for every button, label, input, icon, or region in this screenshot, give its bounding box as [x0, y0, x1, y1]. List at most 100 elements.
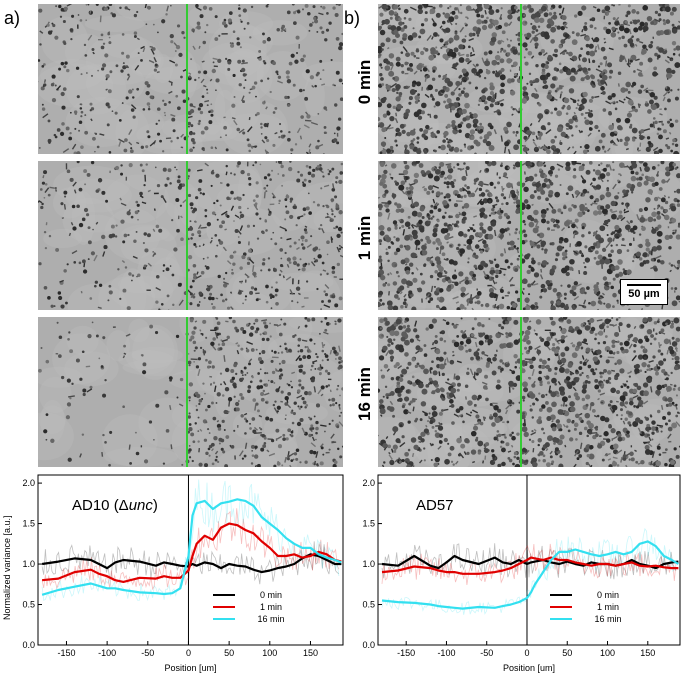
bacterium [547, 18, 553, 25]
bacterium [223, 409, 228, 415]
bacterium [556, 245, 563, 252]
bacterium [228, 399, 231, 407]
bacterium [181, 183, 186, 187]
bacterium [190, 358, 198, 361]
bacterium [657, 196, 662, 200]
bacterium [639, 216, 646, 223]
bacterium [323, 184, 330, 188]
bacterium [311, 84, 315, 88]
bacterium [299, 417, 304, 423]
bacterium [461, 187, 468, 193]
bacterium [522, 5, 528, 11]
bacterium [384, 65, 391, 71]
bacterium [270, 238, 273, 241]
bacterium [335, 176, 339, 180]
bacterium [293, 401, 297, 405]
bacterium [530, 163, 533, 166]
bacterium [475, 63, 479, 67]
bacterium [403, 293, 407, 298]
bacterium [197, 416, 200, 419]
bacterium [485, 69, 491, 75]
bacterium [499, 286, 504, 291]
bacterium [492, 70, 496, 74]
bacterium [263, 122, 268, 128]
bacterium [128, 163, 133, 168]
bacterium [320, 424, 327, 427]
bacterium [320, 366, 324, 370]
bacterium [190, 432, 195, 437]
bacterium [307, 262, 311, 266]
bacterium [618, 36, 622, 40]
bacterium [600, 205, 605, 210]
bacterium [654, 120, 658, 125]
bacterium [676, 188, 680, 194]
bacterium [226, 196, 230, 201]
bacterium [68, 331, 71, 334]
bacterium [429, 256, 434, 259]
bacterium [596, 8, 601, 13]
bacterium [244, 279, 247, 283]
bacterium [269, 335, 272, 338]
bacterium [437, 425, 444, 431]
bacterium [656, 132, 660, 136]
bacterium [550, 218, 555, 223]
bacterium [465, 396, 467, 400]
bacterium [531, 131, 536, 136]
bacterium [225, 320, 229, 323]
bacterium [324, 38, 328, 42]
bacterium [517, 237, 520, 240]
bacterium [423, 263, 427, 267]
bacterium [220, 383, 223, 386]
bacterium [542, 79, 547, 84]
bacterium [549, 181, 554, 186]
bacterium [586, 286, 590, 290]
bacterium [567, 207, 573, 212]
bacterium [524, 223, 527, 226]
bacterium [442, 53, 448, 60]
micrograph-mottle [570, 164, 613, 194]
bacterium [155, 122, 158, 126]
bacterium [396, 383, 401, 388]
bacterium [419, 418, 423, 422]
bacterium [443, 135, 447, 139]
bacterium [166, 294, 170, 298]
bacterium [71, 382, 74, 386]
bacterium [612, 17, 616, 21]
bacterium [270, 380, 274, 384]
bacterium [500, 209, 504, 214]
bacterium [272, 267, 276, 271]
bacterium [178, 52, 183, 58]
bacterium [651, 246, 658, 252]
bacterium [389, 16, 393, 20]
bacterium [594, 287, 600, 293]
bacterium [438, 273, 443, 278]
bacterium [123, 148, 128, 153]
bacterium [81, 259, 86, 264]
bacterium [514, 5, 518, 10]
bacterium [629, 21, 633, 25]
bacterium [418, 459, 423, 464]
bacterium [262, 444, 267, 448]
bacterium [192, 440, 196, 444]
bacterium [208, 360, 212, 365]
bacterium [251, 265, 255, 272]
bacterium [433, 205, 438, 210]
bacterium [169, 33, 174, 39]
bacterium [326, 322, 330, 326]
bacterium [127, 233, 130, 237]
bacterium [676, 203, 680, 207]
bacterium [421, 63, 425, 67]
bacterium [653, 196, 659, 202]
bacterium [395, 144, 398, 147]
bacterium [667, 120, 671, 124]
bacterium [605, 303, 612, 309]
bacterium [447, 226, 451, 230]
bacterium [546, 61, 550, 65]
bacterium [530, 22, 533, 25]
bacterium [595, 169, 601, 176]
bacterium [241, 377, 245, 381]
bacterium [415, 48, 420, 53]
micrograph-mottle [114, 4, 172, 21]
bacterium [46, 23, 50, 27]
bacterium [622, 189, 627, 194]
